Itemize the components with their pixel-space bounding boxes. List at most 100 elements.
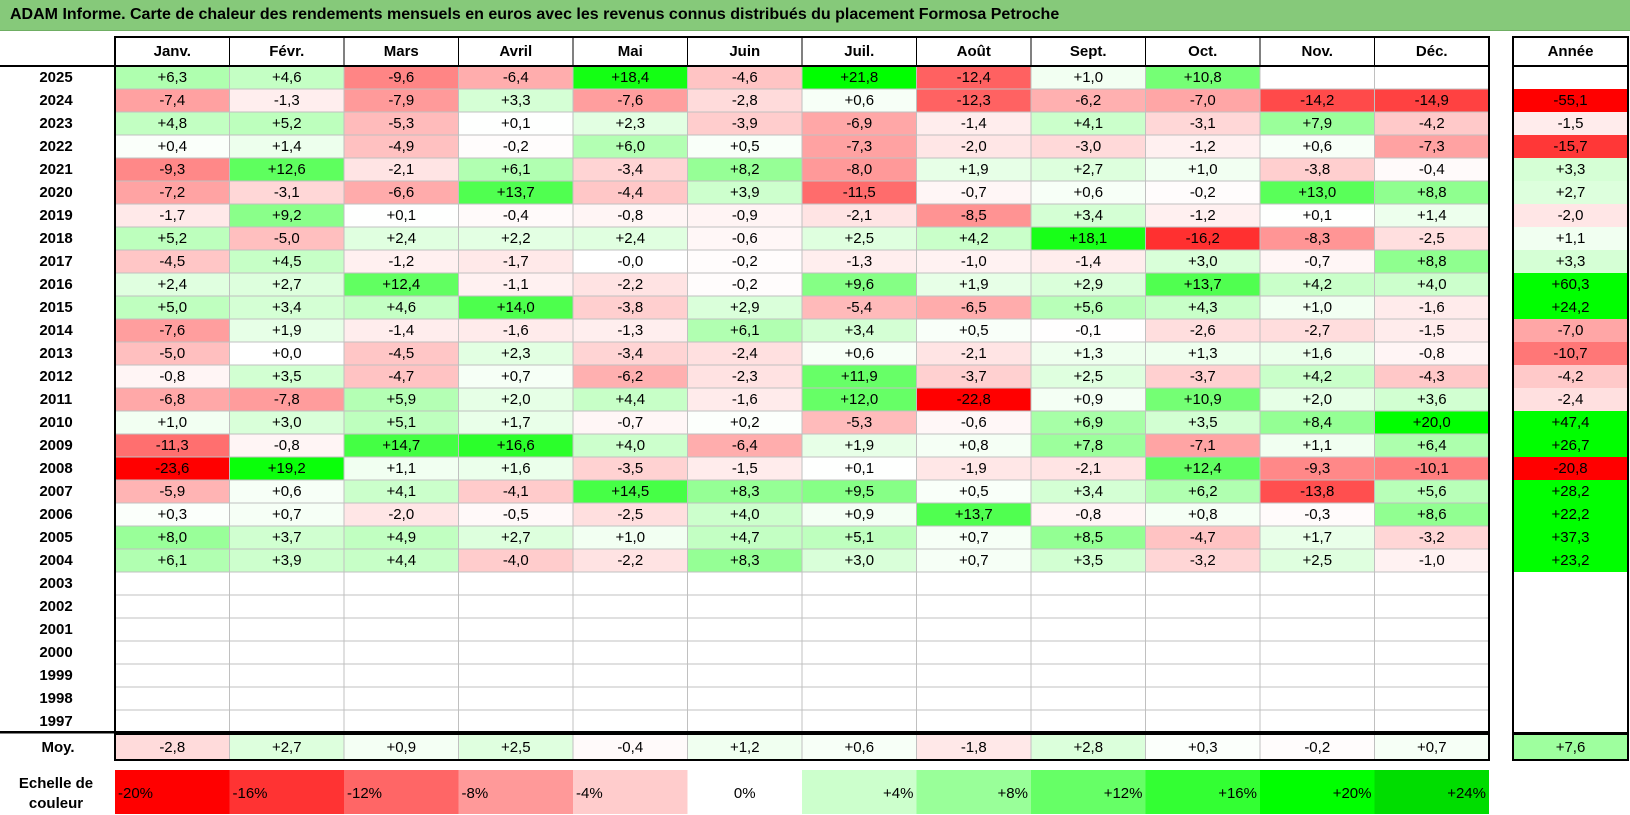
cell-value: -8,3 (1304, 230, 1330, 247)
cell-value: +0,0 (272, 345, 302, 362)
cell-value: +6,0 (615, 138, 645, 155)
row-year-label: 2004 (39, 552, 73, 569)
cell-value: -2,1 (388, 161, 414, 178)
color-scale-swatch (1145, 770, 1260, 814)
cell-value: -7,0 (1190, 92, 1216, 109)
average-value: +1,2 (730, 739, 760, 756)
cell-value: -3,4 (617, 345, 643, 362)
cell-value: +6,1 (157, 552, 187, 569)
annual-value: -7,0 (1558, 322, 1584, 339)
annual-cell (1513, 457, 1628, 480)
cell-value: +4,3 (1188, 299, 1218, 316)
row-year-label: 2014 (39, 322, 73, 339)
cell-value: -0,3 (1304, 506, 1330, 523)
cell-value: +1,6 (1302, 345, 1332, 362)
heatmap-cell (1374, 65, 1490, 90)
cell-value: -4,6 (732, 69, 758, 86)
color-scale-swatch (573, 770, 688, 814)
cell-value: +0,1 (386, 207, 416, 224)
cell-value: -1,1 (503, 276, 529, 293)
cell-value: -0,4 (1419, 161, 1445, 178)
color-scale-swatch (344, 770, 459, 814)
annual-value: +22,2 (1552, 506, 1590, 523)
row-year-label: 2007 (39, 483, 72, 500)
heatmap-cell (114, 709, 230, 734)
heatmap-cell (458, 640, 574, 665)
annual-cell (1513, 480, 1628, 503)
cell-value: -2,8 (732, 92, 758, 109)
cell-value: +0,3 (157, 506, 187, 523)
annual-cell (1513, 342, 1628, 365)
average-value: +2,8 (1073, 739, 1103, 756)
cell-value: -6,9 (846, 115, 872, 132)
cell-value: +18,4 (611, 69, 649, 86)
cell-value: +0,9 (844, 506, 874, 523)
color-scale-swatch (1031, 770, 1146, 814)
cell-value: +0,9 (1073, 391, 1103, 408)
cell-value: +8,8 (1417, 184, 1447, 201)
heatmap-cell (801, 663, 917, 688)
annual-value: +47,4 (1552, 414, 1590, 431)
annual-cell (1513, 250, 1628, 273)
cell-value: +4,7 (730, 529, 760, 546)
cell-value: -7,4 (159, 92, 185, 109)
cell-value: +8,3 (730, 483, 760, 500)
cell-value: -7,2 (159, 184, 185, 201)
cell-value: +0,4 (157, 138, 187, 155)
cell-value: -0,9 (732, 207, 758, 224)
row-year-label: 1997 (39, 713, 72, 730)
heatmap-cell (687, 686, 803, 711)
cell-value: +1,7 (501, 414, 531, 431)
color-scale-swatch (687, 770, 802, 814)
column-header: Sept. (1070, 43, 1107, 60)
cell-value: +1,3 (1188, 345, 1218, 362)
heatmap-cell (916, 571, 1032, 596)
cell-value: +3,3 (501, 92, 531, 109)
heatmap-cell (1145, 571, 1261, 596)
average-cell (1259, 733, 1375, 761)
cell-value: +6,3 (157, 69, 187, 86)
cell-value: +6,1 (730, 322, 760, 339)
row-year-label: 2012 (39, 368, 72, 385)
cell-value: -6,6 (388, 184, 414, 201)
heatmap-cell (343, 709, 459, 734)
cell-value: +12,4 (382, 276, 420, 293)
heatmap-cell (1030, 709, 1146, 734)
heatmap-cell (1374, 663, 1490, 688)
heatmap-cell (916, 709, 1032, 734)
cell-value: +8,0 (157, 529, 187, 546)
cell-value: -3,2 (1190, 552, 1216, 569)
cell-value: +2,5 (1073, 368, 1103, 385)
heatmap-cell (229, 640, 345, 665)
cell-value: +16,6 (497, 437, 535, 454)
annual-cell (1513, 549, 1628, 572)
heatmap-cell (801, 571, 917, 596)
cell-value: +0,6 (844, 92, 874, 109)
heatmap-cell (458, 663, 574, 688)
cell-value: +3,6 (1417, 391, 1447, 408)
cell-value: +0,7 (959, 529, 989, 546)
cell-value: +2,7 (501, 529, 531, 546)
cell-value: +0,6 (272, 483, 302, 500)
cell-value: -4,2 (1419, 115, 1445, 132)
heatmap-cell (1259, 617, 1375, 642)
cell-value: +5,6 (1073, 299, 1103, 316)
cell-value: -0,7 (1304, 253, 1330, 270)
annual-cell (1513, 365, 1628, 388)
cell-value: +8,8 (1417, 253, 1447, 270)
cell-value: +5,1 (386, 414, 416, 431)
cell-value: +5,2 (272, 115, 302, 132)
cell-value: +9,5 (844, 483, 874, 500)
cell-value: +1,9 (272, 322, 302, 339)
cell-value: +4,2 (1302, 276, 1332, 293)
cell-value: -2,1 (1075, 460, 1101, 477)
column-header: Avril (499, 43, 532, 60)
cell-value: -9,6 (388, 69, 414, 86)
heatmap-cell (1030, 663, 1146, 688)
cell-value: -1,0 (1419, 552, 1445, 569)
color-scale-swatch (229, 770, 344, 814)
row-year-label: 2005 (39, 529, 72, 546)
cell-value: -1,5 (732, 460, 758, 477)
cell-value: +13,7 (955, 506, 993, 523)
